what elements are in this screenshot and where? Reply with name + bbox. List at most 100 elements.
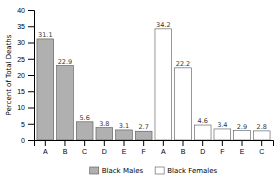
y-axis-title: Percent of Total Deaths: [5, 34, 13, 115]
x-tick: C: [82, 140, 87, 155]
bar: [57, 66, 74, 140]
data-label: 3.4: [217, 121, 227, 129]
x-tick: A: [43, 140, 48, 155]
y-tick: 35: [17, 23, 34, 30]
x-tick: B: [181, 140, 186, 155]
y-tick-mark: [28, 75, 34, 76]
data-label: 4.6: [198, 117, 208, 125]
y-tick-label: 30: [17, 39, 25, 46]
data-labels: 31.1 22.9 5.6 3.8 3.1 2.7 34.2 22.2 4.6 3.4 2.9 2.8: [38, 21, 267, 131]
plot: 0510152025303540ABCDEFABDFEC31.122.95.63…: [17, 7, 273, 155]
data-label: 3.8: [99, 120, 109, 128]
y-tick-mark: [28, 59, 34, 60]
y-tick-label: 15: [17, 88, 25, 95]
y-axis: 0 5 10 15 20 25 30 35 40: [17, 7, 34, 144]
x-tick-label: D: [200, 148, 205, 155]
bar: [253, 131, 270, 140]
y-tick-label: 25: [17, 55, 25, 62]
bar: [175, 68, 192, 140]
x-tick-label: E: [122, 148, 127, 155]
x-tick-mark: [163, 140, 164, 146]
y-tick-label: 20: [17, 72, 25, 79]
y-tick: 0: [21, 137, 34, 144]
x-tick-label: A: [161, 148, 166, 155]
legend: Black Males Black Females: [90, 167, 218, 175]
y-tick-mark: [28, 91, 34, 92]
y-tick-label: 10: [17, 104, 25, 111]
bar: [214, 129, 231, 140]
x-axis-line: [35, 141, 274, 147]
x-tick: A: [161, 140, 166, 155]
data-label: 22.9: [58, 58, 72, 66]
data-label: 31.1: [38, 31, 52, 39]
bar: [155, 29, 172, 140]
x-tick: F: [220, 140, 224, 155]
y-tick-label: 40: [17, 7, 25, 14]
x-tick-label: B: [181, 148, 186, 155]
x-tick-mark: [84, 140, 85, 146]
x-tick-label: C: [259, 148, 264, 155]
data-label: 2.8: [257, 123, 267, 131]
y-tick: 10: [17, 104, 34, 111]
bar: [37, 39, 54, 140]
x-tick-mark: [104, 140, 105, 146]
data-label: 2.9: [237, 123, 247, 131]
x-tick-mark: [45, 140, 46, 146]
x-tick: E: [122, 140, 127, 155]
chart: 0510152025303540ABCDEFABDFEC31.122.95.63…: [0, 0, 279, 180]
x-tick-mark: [64, 140, 65, 146]
y-tick-mark: [28, 26, 34, 27]
x-tick-label: F: [142, 148, 146, 155]
x-tick: D: [102, 140, 107, 155]
y-tick-mark: [28, 108, 34, 109]
data-label: 22.2: [176, 60, 190, 68]
x-tick-mark: [242, 140, 243, 146]
y-axis-line: [28, 11, 35, 141]
legend-item: Black Females: [155, 167, 217, 175]
x-tick-mark: [183, 140, 184, 146]
x-tick-mark: [202, 140, 203, 146]
y-tick-mark: [28, 43, 34, 44]
y-tick: 5: [21, 120, 34, 127]
x-tick-label: D: [102, 148, 107, 155]
x-tick-label: B: [63, 148, 68, 155]
data-label: 5.6: [79, 114, 89, 122]
x-tick-label: A: [43, 148, 48, 155]
x-tick-label: C: [82, 148, 87, 155]
y-tick: 15: [17, 88, 34, 95]
legend-item: Black Males: [90, 167, 144, 175]
x-tick-mark: [261, 140, 262, 146]
x-tick: C: [259, 140, 264, 155]
bars: [37, 29, 270, 140]
legend-label: Black Males: [102, 167, 144, 175]
y-tick: 25: [17, 55, 34, 62]
y-tick: 40: [17, 7, 34, 14]
bar: [194, 125, 211, 140]
legend-swatch: [155, 167, 164, 174]
x-tick-mark: [143, 140, 144, 146]
x-tick: F: [142, 140, 146, 155]
data-label: 2.7: [138, 123, 148, 131]
y-tick-mark: [28, 124, 34, 125]
x-tick: B: [63, 140, 68, 155]
y-tick-label: 0: [21, 137, 25, 144]
x-tick-mark: [222, 140, 223, 146]
bar: [76, 122, 93, 140]
x-axis: ABCDEFABDFEC: [35, 140, 274, 155]
x-tick-mark: [123, 140, 124, 146]
x-tick-label: E: [240, 148, 245, 155]
x-tick: D: [200, 140, 205, 155]
y-tick: 20: [17, 72, 34, 79]
bar: [135, 131, 152, 140]
y-tick-label: 5: [21, 120, 25, 127]
x-tick: E: [240, 140, 245, 155]
y-tick: 30: [17, 39, 34, 46]
x-tick-label: F: [220, 148, 224, 155]
y-tick-label: 35: [17, 23, 25, 30]
bar: [116, 130, 133, 140]
bar: [234, 131, 251, 140]
data-label: 34.2: [156, 21, 170, 29]
data-label: 3.1: [119, 122, 129, 130]
bar: [96, 128, 113, 140]
legend-label: Black Females: [167, 167, 217, 175]
